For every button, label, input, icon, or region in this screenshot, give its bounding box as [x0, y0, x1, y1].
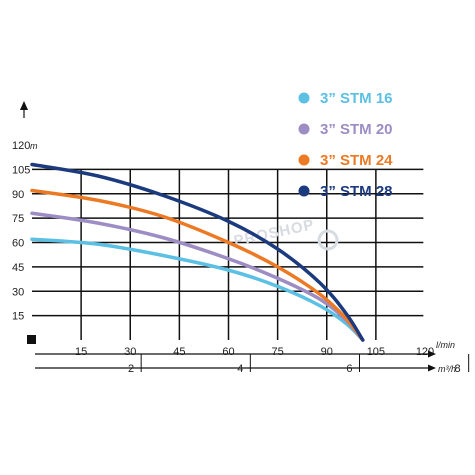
y-axis-unit: m: [30, 141, 38, 151]
x2-tick-label: 8: [455, 363, 461, 375]
x2-tick-label: 2: [128, 363, 134, 375]
legend-marker-4: [298, 185, 310, 197]
y-axis-arrow-head: [20, 101, 28, 110]
legend-label-4: 3” STM 28: [320, 183, 393, 200]
x-tick-label: 60: [222, 346, 234, 358]
x2-tick-label: 6: [346, 363, 352, 375]
legend-marker-1: [298, 92, 310, 104]
y-tick-label: 45: [12, 262, 24, 274]
y-tick-label: 105: [12, 164, 30, 176]
x-tick-label: 75: [272, 346, 284, 358]
watermark-logo-icon: [317, 229, 339, 251]
x2-axis-arrow-head: [428, 364, 436, 372]
legend-marker-2: [298, 123, 310, 135]
y-tick-label: 15: [12, 311, 24, 323]
x2-tick-label: 4: [237, 363, 243, 375]
legend-label-3: 3” STM 24: [320, 152, 393, 169]
y-tick-label: 75: [12, 213, 24, 225]
origin-marker: [27, 335, 36, 344]
y-tick-label: 120: [12, 140, 30, 152]
y-tick-label: 30: [12, 286, 24, 298]
x-axis-arrow-head: [428, 350, 436, 358]
chart-grid: [32, 168, 424, 340]
legend-label-2: 3” STM 20: [320, 121, 393, 138]
x-tick-label: 30: [124, 346, 136, 358]
x-axis-unit: l/min: [436, 340, 455, 350]
x2-axis-unit: m³/h: [438, 364, 456, 374]
chart-series: [30, 162, 365, 342]
x-tick-label: 105: [367, 346, 385, 358]
x-tick-label: 90: [321, 346, 333, 358]
y-tick-label: 60: [12, 238, 24, 250]
legend-label-1: 3” STM 16: [320, 90, 393, 107]
legend-marker-3: [298, 154, 310, 166]
series-line-4: [30, 162, 365, 342]
series-line-3: [30, 188, 365, 342]
x-tick-label: 15: [75, 346, 87, 358]
x-tick-label: 45: [173, 346, 185, 358]
y-tick-label: 90: [12, 189, 24, 201]
chart-legend: 3” STM 16 3” STM 20 3” STM 24 3” STM 28: [298, 90, 393, 200]
series-line-1: [30, 237, 365, 342]
